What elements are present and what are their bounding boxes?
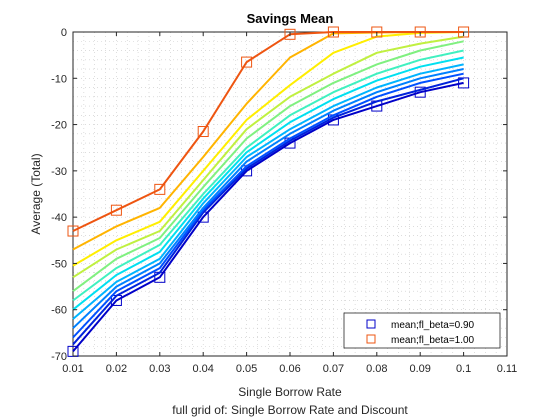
- series-line: [72, 77, 464, 346]
- series-line: [72, 68, 464, 329]
- series-line: [72, 81, 464, 353]
- legend-marker: [366, 319, 376, 329]
- series-marker: [284, 28, 296, 40]
- series-line: [72, 40, 464, 293]
- series-group: [67, 26, 470, 357]
- x-axis-label: Single Borrow Rate: [238, 385, 342, 399]
- y-axis-label: Average (Total): [29, 153, 43, 234]
- x-tick-label: 0.01: [62, 363, 83, 375]
- axis-ticks: 0.01 0.02 0.03 0.04 0.05 0.06 0.07 0.08 0.09 0.1 0…: [51, 27, 517, 375]
- x-tick-label: 0.02: [106, 363, 127, 375]
- legend-box: [343, 312, 501, 349]
- y-tick-label: -60: [51, 305, 67, 317]
- legend-label: mean;fl_beta=0.90: [391, 320, 475, 331]
- series-marker: [458, 77, 470, 89]
- series-line: [72, 35, 464, 279]
- series-marker: [197, 126, 209, 138]
- x-tick-label: 0.05: [236, 363, 257, 375]
- series-line: [72, 63, 464, 320]
- x-tick-label: 0.08: [366, 363, 387, 375]
- series-marker: [241, 56, 253, 68]
- y-tick-label: -30: [51, 166, 67, 178]
- series-line: [72, 72, 464, 339]
- series-marker: [110, 204, 122, 216]
- x-tick-label: 0.11: [497, 363, 518, 375]
- x-tick-label: 0.06: [279, 363, 300, 375]
- series-line: [72, 56, 464, 311]
- legend-label: mean;fl_beta=1.00: [391, 335, 475, 346]
- x-tick-label: 0.03: [149, 363, 170, 375]
- y-tick-label: -70: [51, 351, 67, 363]
- y-tick-label: -50: [51, 258, 67, 270]
- x-tick-label: 0.09: [409, 363, 430, 375]
- x-tick-label: 0.07: [323, 363, 344, 375]
- y-tick-label: -20: [51, 120, 67, 132]
- series-marker: [154, 183, 166, 195]
- series-marker: [458, 26, 470, 38]
- y-tick-label: -40: [51, 212, 67, 224]
- x-axis-sublabel: full grid of: Single Borrow Rate and Dis…: [172, 403, 408, 417]
- x-tick-label: 0.04: [192, 363, 213, 375]
- series-marker: [414, 26, 426, 38]
- series-line: [72, 31, 464, 267]
- series-marker: [67, 225, 79, 237]
- chart-title: Savings Mean: [247, 11, 334, 26]
- legend: mean;fl_beta=0.90 mean;fl_beta=1.00: [343, 312, 501, 349]
- series-marker: [371, 26, 383, 38]
- series-line: [72, 49, 464, 302]
- grid: [73, 32, 507, 356]
- legend-marker: [366, 334, 376, 344]
- y-tick-label: 0: [61, 27, 67, 39]
- y-tick-label: -10: [51, 73, 67, 85]
- series-line: [72, 31, 464, 232]
- x-tick-label: 0.1: [456, 363, 471, 375]
- series-marker: [327, 26, 339, 38]
